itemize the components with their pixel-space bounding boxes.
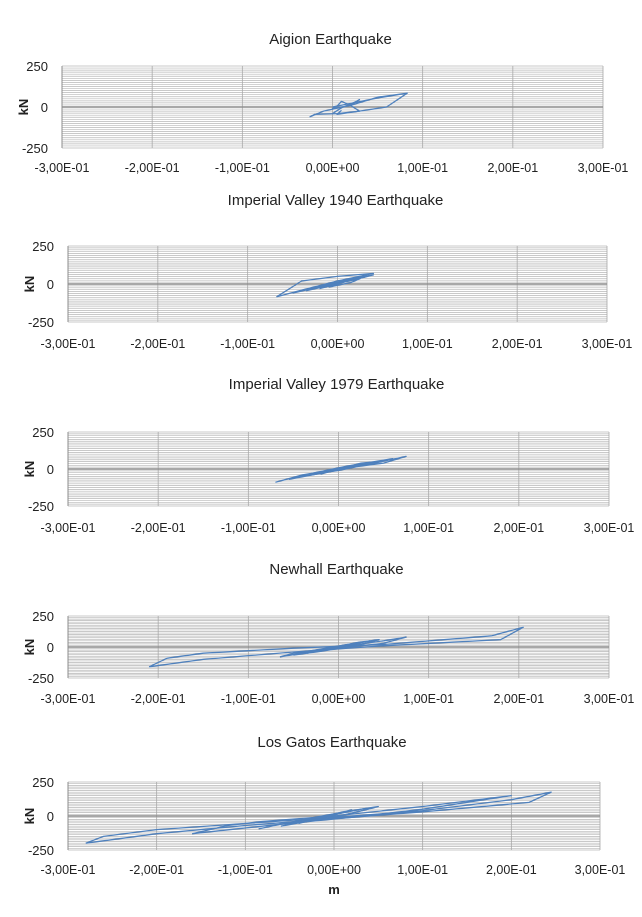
- x-tick-label: -3,00E-01: [41, 692, 96, 706]
- y-tick-label: -250: [28, 315, 54, 330]
- series-line-1: [148, 626, 524, 668]
- x-tick-label: -1,00E-01: [221, 692, 276, 706]
- x-tick-label: 1,00E-01: [402, 337, 453, 351]
- x-tick-label: 3,00E-01: [582, 337, 633, 351]
- chart-title: Los Gatos Earthquake: [257, 734, 406, 751]
- chart-4: Newhall Earthquake -250 0 250 kN -3,00E-01 -2,…: [22, 561, 634, 706]
- series-line-4: [320, 461, 371, 475]
- y-tick-label: 250: [32, 775, 54, 790]
- x-tick-label: -2,00E-01: [125, 161, 180, 175]
- y-axis-label: kN: [22, 808, 37, 825]
- x-tick-label: 0,00E+00: [312, 521, 366, 535]
- chart-2: Imperial Valley 1940 Earthquake -250 0 250 k…: [22, 192, 632, 351]
- x-tick-label: 1,00E-01: [397, 161, 448, 175]
- series-line-5: [298, 809, 353, 825]
- x-tick-label: 2,00E-01: [492, 337, 543, 351]
- y-axis-label: kN: [22, 461, 37, 478]
- series-line-1: [85, 791, 552, 844]
- chart-title: Aigion Earthquake: [269, 31, 392, 48]
- y-tick-label: 250: [32, 239, 54, 254]
- x-tick-label: -3,00E-01: [35, 161, 90, 175]
- x-tick-label: 1,00E-01: [397, 863, 448, 877]
- y-tick-label: -250: [28, 499, 54, 514]
- y-tick-label: 0: [47, 640, 54, 655]
- x-tick-label: 3,00E-01: [575, 863, 626, 877]
- x-tick-label: 2,00E-01: [493, 692, 544, 706]
- y-tick-label: -250: [28, 671, 54, 686]
- y-axis-label: kN: [16, 99, 31, 116]
- series-line-2: [191, 794, 512, 835]
- x-tick-label: -1,00E-01: [215, 161, 270, 175]
- x-tick-label: 0,00E+00: [311, 337, 365, 351]
- y-tick-label: 0: [47, 462, 54, 477]
- x-tick-label: 1,00E-01: [403, 521, 454, 535]
- series-line-1: [276, 272, 375, 298]
- x-tick-label: -2,00E-01: [129, 863, 184, 877]
- y-tick-label: 0: [47, 809, 54, 824]
- x-tick-label: -3,00E-01: [41, 337, 96, 351]
- series-line-1: [309, 92, 408, 118]
- chart-5: Los Gatos Earthquake -250 0 250 kN -3,00E-01 -…: [22, 734, 625, 897]
- x-tick-label: -2,00E-01: [131, 692, 186, 706]
- chart-title: Newhall Earthquake: [269, 561, 403, 578]
- x-tick-label: 2,00E-01: [493, 521, 544, 535]
- series-line-2: [331, 98, 361, 116]
- x-tick-label: 3,00E-01: [584, 692, 635, 706]
- y-tick-label: 250: [32, 609, 54, 624]
- y-axis-label: kN: [22, 639, 37, 656]
- x-axis-label: m: [328, 882, 340, 897]
- x-tick-label: -3,00E-01: [41, 521, 96, 535]
- x-tick-label: -1,00E-01: [218, 863, 273, 877]
- chart-1: Aigion Earthquake -250 0 250 kN -3,00E-01 -2,0…: [16, 31, 628, 175]
- y-axis-label: kN: [22, 276, 37, 293]
- y-tick-label: 250: [32, 425, 54, 440]
- x-tick-label: 1,00E-01: [403, 692, 454, 706]
- chart-3: Imperial Valley 1979 Earthquake -250 0 250 k…: [22, 376, 634, 535]
- chart-title: Imperial Valley 1979 Earthquake: [229, 376, 445, 393]
- x-tick-label: 2,00E-01: [486, 863, 537, 877]
- y-tick-label: -250: [28, 843, 54, 858]
- x-tick-label: -3,00E-01: [41, 863, 96, 877]
- x-tick-label: -2,00E-01: [131, 521, 186, 535]
- x-tick-label: -1,00E-01: [220, 337, 275, 351]
- y-tick-label: 0: [41, 100, 48, 115]
- x-tick-label: 3,00E-01: [584, 521, 635, 535]
- series-line-3: [302, 460, 380, 478]
- x-tick-label: 0,00E+00: [307, 863, 361, 877]
- chart-title: Imperial Valley 1940 Earthquake: [228, 192, 444, 209]
- y-tick-label: 250: [26, 59, 48, 74]
- x-tick-label: 3,00E-01: [578, 161, 629, 175]
- series-line-5: [320, 641, 362, 652]
- x-tick-label: 0,00E+00: [306, 161, 360, 175]
- x-tick-label: 2,00E-01: [487, 161, 538, 175]
- x-tick-label: -2,00E-01: [130, 337, 185, 351]
- series-line-5: [328, 278, 361, 288]
- x-tick-label: 0,00E+00: [312, 692, 366, 706]
- x-tick-label: -1,00E-01: [221, 521, 276, 535]
- y-tick-label: -250: [22, 141, 48, 156]
- y-tick-label: 0: [47, 277, 54, 292]
- series-line-3: [305, 274, 375, 292]
